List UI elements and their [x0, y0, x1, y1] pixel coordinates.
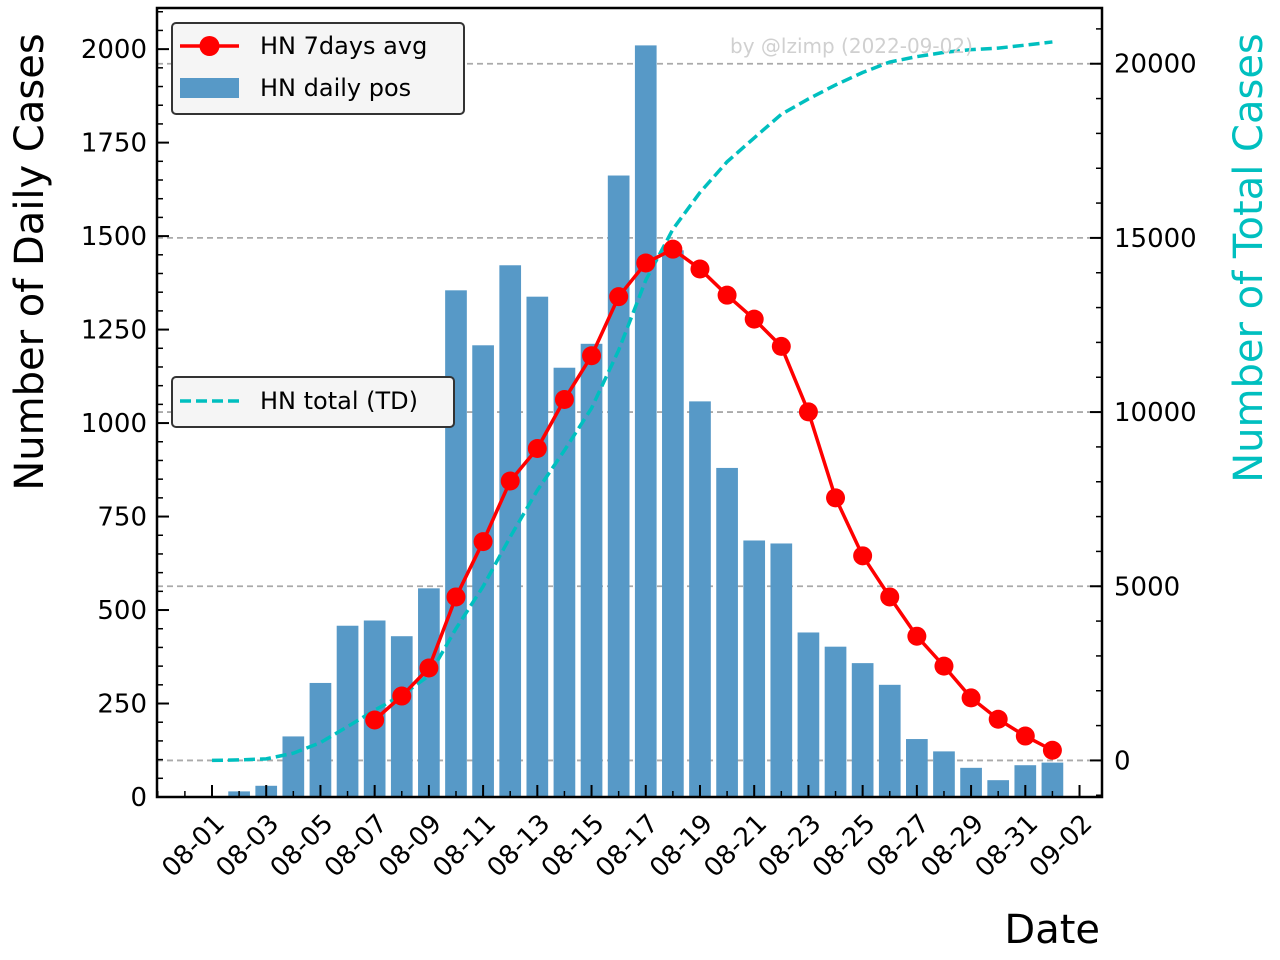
left-axis: 0 250 500 750 1000 1250 1500 1750 2000	[81, 10, 169, 813]
bar-08-28	[933, 751, 955, 797]
bar-08-22	[770, 543, 793, 797]
avg-point-08-29	[961, 688, 981, 708]
y-right-tick-label-15000: 15000	[1114, 224, 1197, 254]
x-axis-title: Date	[1004, 907, 1100, 953]
avg-line-series	[365, 239, 1062, 760]
legend-center-frame	[171, 376, 455, 428]
bar-08-31	[1014, 765, 1037, 797]
y-left-tick-label-1500: 1500	[81, 222, 147, 252]
avg-point-08-31	[1015, 726, 1035, 746]
avg-point-08-15	[582, 346, 602, 366]
bar-08-20	[716, 467, 738, 797]
avg-point-08-14	[554, 390, 574, 410]
bar-08-23	[797, 632, 820, 797]
y-left-tick-label-1750: 1750	[81, 129, 147, 159]
avg-point-08-08	[392, 686, 412, 706]
bar-08-10	[445, 290, 467, 797]
bar-08-06	[336, 625, 359, 797]
avg-point-08-16	[609, 287, 629, 307]
y-right-tick-label-10000: 10000	[1114, 398, 1197, 428]
grid-lines	[157, 62, 1102, 762]
avg-point-08-27	[907, 626, 927, 646]
avg-point-08-24	[826, 488, 846, 508]
bar-08-29	[960, 767, 982, 797]
legend-top-frame	[171, 22, 465, 115]
bar-08-26	[878, 684, 901, 797]
bar-08-12	[499, 265, 522, 797]
avg-point-08-12	[500, 471, 520, 491]
bar-08-04	[282, 736, 305, 797]
avg-point-08-09	[419, 658, 439, 678]
bar-08-19	[689, 401, 711, 797]
bar-08-16	[607, 175, 630, 797]
avg-point-08-28	[934, 656, 954, 676]
avg-point-08-30	[988, 709, 1008, 729]
legend-avg-marker-swatch	[199, 36, 220, 56]
bar-08-18	[662, 250, 684, 797]
bar-08-11	[472, 345, 494, 797]
avg-point-09-01	[1042, 740, 1062, 760]
bar-08-30	[987, 780, 1010, 797]
avg-point-08-21	[744, 309, 764, 329]
x-tick-label-09-02: 09-02	[1024, 809, 1099, 884]
bar-08-09	[418, 588, 440, 797]
legend-center: HN total (TD)	[171, 376, 455, 428]
legend-top: HN 7days avg HN daily pos	[171, 22, 465, 115]
y-right-axis-title: Number of Total Cases	[1226, 33, 1272, 483]
y-right-tick-label-0: 0	[1114, 746, 1131, 776]
y-left-tick-label-0: 0	[130, 783, 147, 813]
y-left-tick-label-2000: 2000	[81, 35, 147, 65]
plot-frame	[155, 6, 1104, 799]
watermark: by @lzimp (2022-09-02)	[730, 34, 973, 58]
bar-08-15	[580, 343, 603, 797]
bar-08-07	[363, 620, 386, 797]
y-right-tick-label-5000: 5000	[1114, 572, 1180, 602]
legend-bar-swatch	[180, 78, 239, 98]
y-left-tick-label-1000: 1000	[81, 409, 147, 439]
y-left-tick-label-750: 750	[97, 503, 147, 533]
total-line-series	[211, 40, 1053, 763]
y-left-axis-title: Number of Daily Cases	[7, 33, 53, 490]
avg-point-08-18	[663, 239, 683, 259]
y-left-tick-label-500: 500	[97, 596, 147, 626]
bar-08-27	[906, 739, 928, 797]
avg-point-08-07	[365, 710, 385, 730]
legend-total-label: HN total (TD)	[260, 387, 418, 415]
total-line	[211, 40, 1053, 763]
avg-point-08-10	[446, 587, 466, 607]
legend-avg-label: HN 7days avg	[260, 32, 427, 60]
avg-point-08-26	[880, 587, 900, 607]
avg-point-08-17	[636, 253, 656, 273]
bar-08-21	[743, 540, 766, 797]
y-left-tick-label-1250: 1250	[81, 316, 147, 346]
bar-series	[228, 45, 1064, 797]
avg-point-08-20	[717, 285, 737, 305]
y-right-tick-label-20000: 20000	[1114, 50, 1197, 80]
avg-point-08-11	[473, 532, 493, 552]
avg-point-08-25	[853, 546, 873, 566]
bar-08-14	[553, 367, 576, 797]
bar-08-25	[851, 663, 874, 797]
avg-point-08-13	[527, 438, 547, 458]
bar-09-01	[1041, 762, 1064, 797]
right-axis: 0 5000 10000 15000 20000	[1090, 28, 1197, 797]
x-axis: 08-0108-0308-0508-0708-0908-1108-1308-15…	[156, 785, 1098, 883]
avg-point-08-23	[798, 402, 818, 422]
bar-08-08	[390, 636, 413, 797]
y-left-tick-label-250: 250	[97, 690, 147, 720]
avg-point-08-19	[690, 259, 710, 279]
avg-point-08-22	[771, 336, 791, 356]
bar-08-24	[824, 646, 847, 797]
bar-08-17	[634, 45, 657, 797]
bar-08-13	[526, 296, 549, 797]
bar-08-05	[309, 682, 332, 797]
legend-bar-label: HN daily pos	[260, 74, 411, 102]
